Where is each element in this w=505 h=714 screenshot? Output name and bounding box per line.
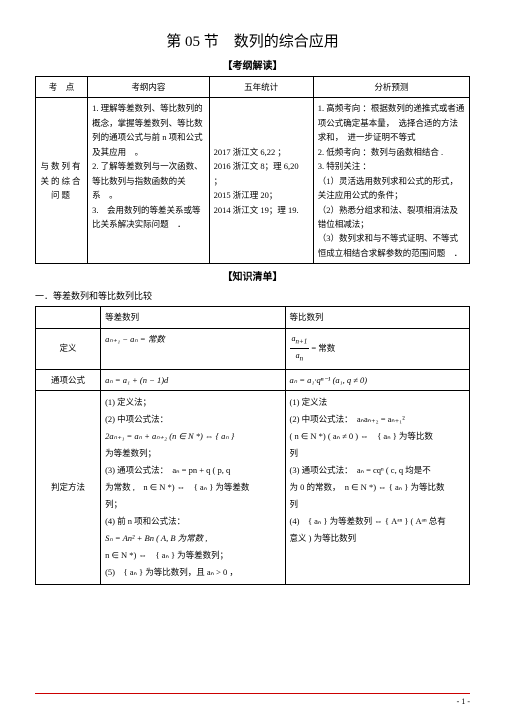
row-definition: 定义 (36, 328, 101, 369)
th-3: 五年统计 (209, 77, 313, 98)
cell-stats: 2017 浙江文 6,22 ； 2016 浙江文 8；理 6,20 ； 2015… (209, 98, 313, 264)
table-comparison: 等差数列 等比数列 定义 aₙ₊₁ − aₙ = 常数 an+1an = 常数 … (35, 306, 470, 585)
page-title: 第 05 节 数列的综合应用 (35, 30, 470, 51)
th-blank (36, 307, 101, 328)
cell-def-arith: aₙ₊₁ − aₙ = 常数 (101, 328, 285, 369)
section-heading: 一．等差数列和等比数列比较 (35, 289, 470, 302)
row-general-formula: 通项公式 (36, 369, 101, 390)
cell-method-geom: (1) 定义法 (2) 中项公式法： aₙaₙ₊₂ = aₙ₊₁² ( n ∈ … (285, 391, 469, 585)
th-4: 分析预测 (313, 77, 469, 98)
subtitle-1: 【考纲解读】 (35, 57, 470, 72)
th-arithmetic: 等差数列 (101, 307, 285, 328)
th-geometric: 等比数列 (285, 307, 469, 328)
subtitle-2: 【知识清单】 (35, 268, 470, 283)
footer-line (35, 693, 470, 694)
table-analysis: 考 点 考纲内容 五年统计 分析预测 与数列有关的综合问题 1. 理解等差数列、… (35, 76, 470, 264)
cell-gen-arith: aₙ = a₁ + (n − 1)d (101, 369, 285, 390)
cell-content: 1. 理解等差数列、等比数列的概念，掌握等差数列、等比数列的通项公式与前 n 项… (88, 98, 210, 264)
cell-gen-geom: aₙ = a₁·qⁿ⁻¹ (a₁, q ≠ 0) (285, 369, 469, 390)
cell-def-geom: an+1an = 常数 (285, 328, 469, 369)
cell-prediction: 1. 高频考向 ：根据数列的递推式或者通项公式确定基本量， 选择合适的方法求和，… (313, 98, 469, 264)
th-2: 考纲内容 (88, 77, 210, 98)
row-method: 判定方法 (36, 391, 101, 585)
th-1: 考 点 (36, 77, 88, 98)
cell-topic: 与数列有关的综合问题 (36, 98, 88, 264)
page-number: - 1 - (457, 697, 470, 706)
cell-method-arith: (1) 定义法； (2) 中项公式法： 2aₙ₊₁ = aₙ + aₙ₊₂ (n… (101, 391, 285, 585)
